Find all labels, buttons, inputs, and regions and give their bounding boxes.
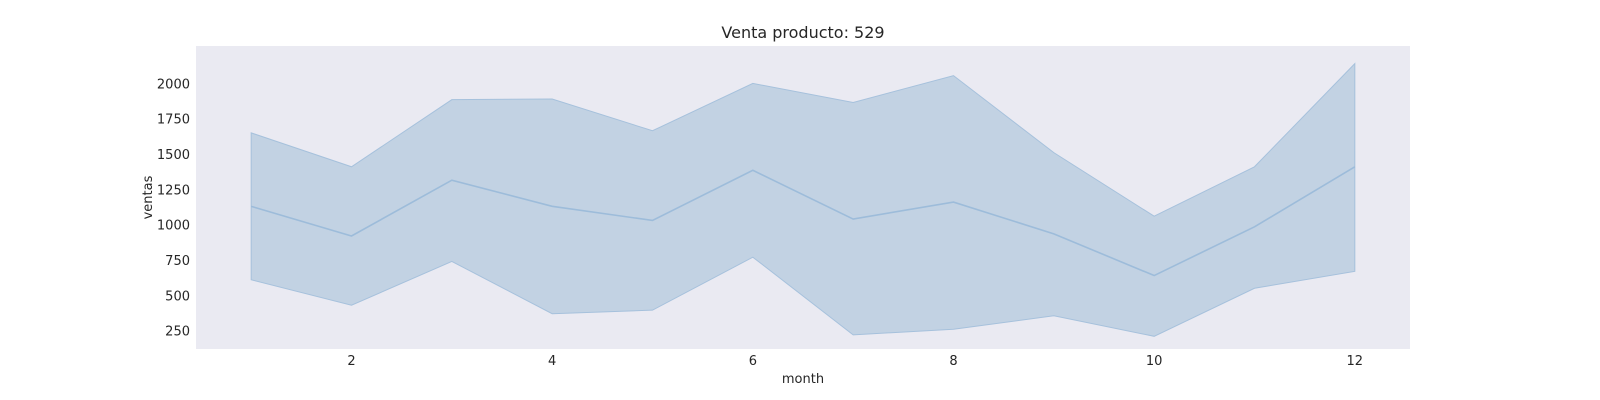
y-tick-label: 1250 — [157, 183, 190, 198]
y-tick-label: 250 — [165, 325, 190, 340]
y-tick-label: 750 — [165, 254, 190, 269]
x-axis-label: month — [782, 372, 824, 387]
x-tick-label: 2 — [347, 354, 355, 369]
y-axis-label: ventas — [141, 175, 156, 219]
y-tick-labels: 250 500 750 1000 1250 1500 1750 2000 — [157, 77, 190, 339]
confidence-band-layer — [250, 62, 1356, 337]
y-tick-label: 2000 — [157, 77, 190, 92]
x-tick-label: 12 — [1347, 354, 1364, 369]
y-tick-label: 500 — [165, 289, 190, 304]
y-tick-label: 1500 — [157, 148, 190, 163]
y-tick-label: 1000 — [157, 219, 190, 234]
y-tick-label: 1750 — [157, 113, 190, 128]
chart-title: Venta producto: 529 — [721, 23, 884, 42]
series-line — [250, 166, 1356, 277]
x-tick-label: 8 — [949, 354, 957, 369]
confidence-band — [250, 62, 1356, 337]
series-line-layer — [250, 166, 1356, 277]
x-tick-labels: 2 4 6 8 10 12 — [347, 354, 1363, 369]
x-tick-label: 6 — [749, 354, 757, 369]
x-tick-label: 10 — [1146, 354, 1163, 369]
x-tick-label: 4 — [548, 354, 556, 369]
